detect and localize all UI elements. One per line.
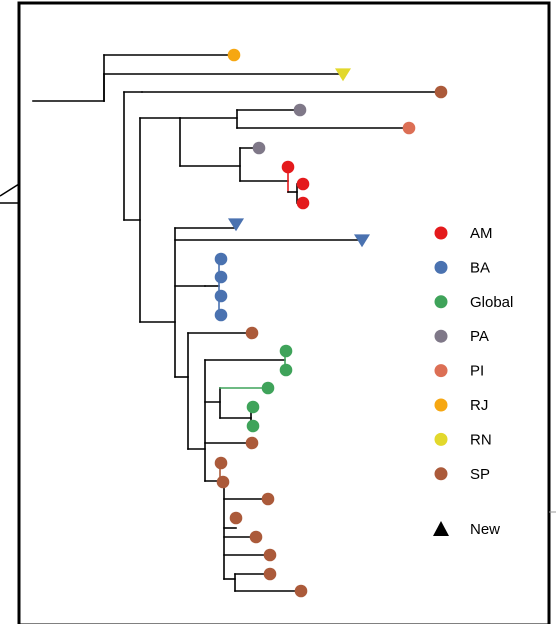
tip-marker	[214, 456, 228, 470]
tip-marker	[245, 436, 259, 450]
tip-marker	[434, 85, 448, 99]
tip-marker	[245, 326, 259, 340]
tip-marker	[261, 492, 275, 506]
legend-label-rn: RN	[470, 431, 492, 448]
tip-marker	[246, 400, 260, 414]
tip-marker	[214, 270, 228, 284]
legend-marker-rj	[434, 398, 448, 412]
tip-marker	[294, 584, 308, 598]
legend-marker-new	[433, 521, 449, 536]
tip-marker	[252, 141, 266, 155]
legend-marker-sp	[434, 467, 448, 481]
legend-label-ba: BA	[470, 259, 490, 276]
tip-marker	[402, 121, 416, 135]
tip-marker	[293, 103, 307, 117]
tip-marker	[214, 289, 228, 303]
tree-branches	[32, 54, 442, 592]
tip-marker-new	[354, 234, 370, 248]
tip-marker	[216, 475, 230, 489]
legend-label-sp: SP	[470, 466, 490, 483]
legend-label-new: New	[470, 521, 500, 538]
tip-marker	[281, 160, 295, 174]
legend-marker-global	[434, 295, 448, 309]
legend-label-global: Global	[470, 294, 513, 311]
tip-marker	[261, 381, 275, 395]
pointer-line	[0, 183, 20, 197]
tip-marker	[229, 511, 243, 525]
tip-marker	[246, 419, 260, 433]
legend: AM BA Global PA PI RJ RN SP New	[433, 225, 513, 538]
legend-label-am: AM	[470, 225, 493, 242]
tip-marker-new	[335, 68, 351, 82]
tip-marker	[279, 363, 293, 377]
tip-marker	[296, 196, 310, 210]
tip-marker	[227, 48, 241, 62]
legend-label-rj: RJ	[470, 397, 488, 414]
legend-label-pa: PA	[470, 328, 489, 345]
tip-marker	[279, 344, 293, 358]
tip-marker	[263, 548, 277, 562]
tip-marker	[249, 530, 263, 544]
tip-marker	[214, 252, 228, 266]
legend-marker-pa	[434, 329, 448, 343]
figure-frame	[17, 1, 551, 624]
legend-marker-rn	[434, 432, 448, 446]
legend-marker-ba	[434, 260, 448, 274]
legend-label-pi: PI	[470, 363, 484, 380]
tip-marker-new	[228, 218, 244, 232]
legend-marker-am	[434, 226, 448, 240]
legend-marker-pi	[434, 364, 448, 378]
tree-tips	[214, 48, 448, 598]
tip-marker	[214, 308, 228, 322]
tip-marker	[296, 177, 310, 191]
tip-marker	[263, 567, 277, 581]
